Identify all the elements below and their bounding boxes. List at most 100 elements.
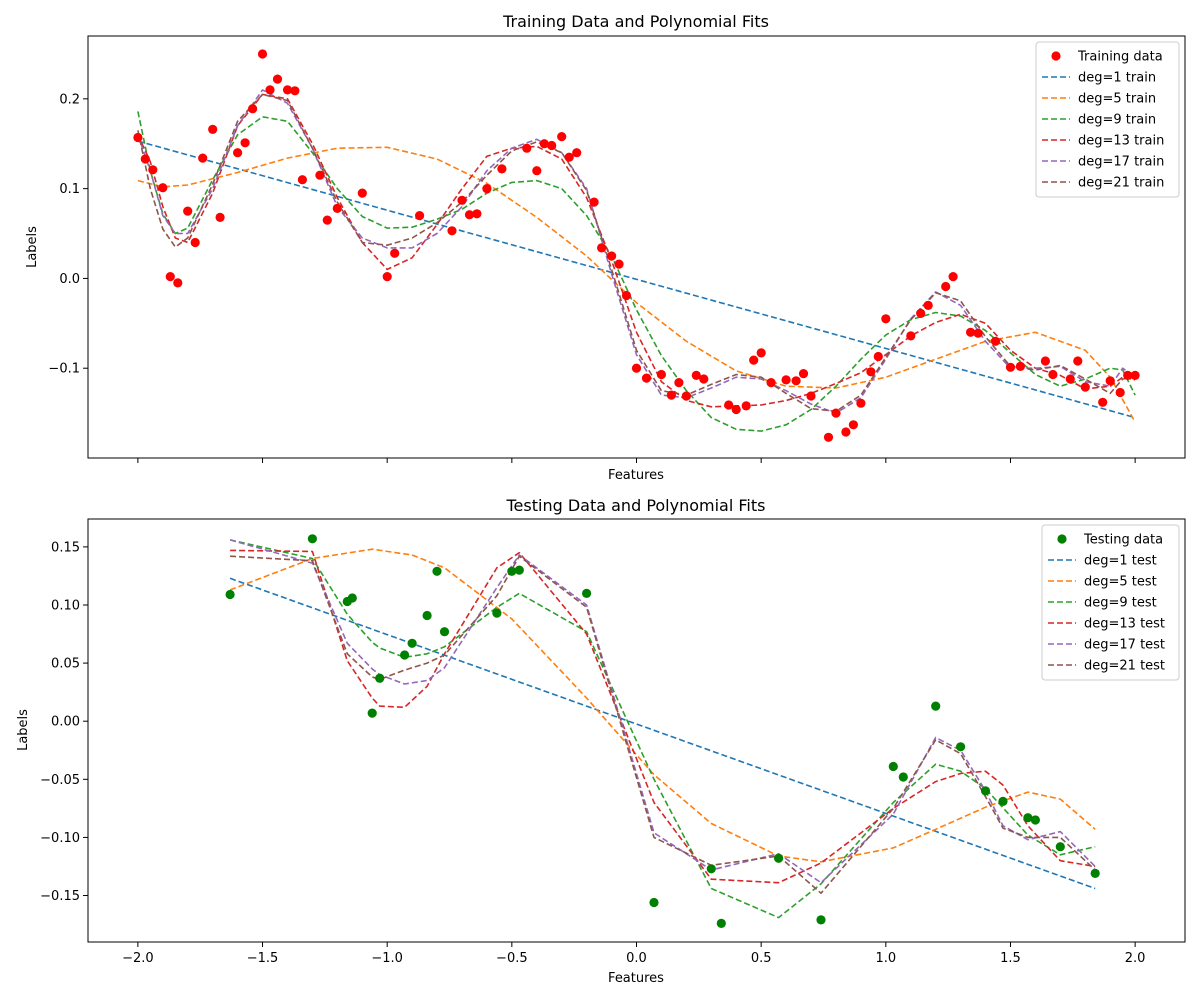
training-data-point [240,138,250,148]
training-data-point [923,300,933,310]
training-y-tick-label: 0.0 [59,272,80,287]
training-data-point [208,124,218,134]
training-data-point [1115,387,1125,398]
training-data-point [906,331,916,341]
training-data-point [382,272,392,282]
training-legend-label: deg=5 train [1078,92,1156,107]
training-data-point [990,336,1001,346]
training-data-point [1073,356,1083,366]
training-data-point [973,328,983,338]
training-x-axis-label: Features [608,468,664,483]
testing-x-tick-label: −1.0 [371,951,403,966]
training-data-point [941,281,951,292]
training-legend-label: Training data [1077,50,1163,65]
training-data-point [631,363,642,373]
training-data-point [1098,397,1108,407]
testing-legend-label: Testing data [1083,533,1163,548]
training-data-point [357,188,367,198]
training-data-point [272,74,283,84]
training-data-point [415,211,425,221]
training-data-point [749,355,759,365]
training-data-point [539,139,549,149]
training-data-point [691,370,701,380]
testing-x-ticks: −2.0 −1.5 −1.0 −0.5 0.0 0.5 1.0 1.5 2.0 [122,942,1145,966]
testing-x-axis-label: Features [608,971,664,986]
training-data-point [133,132,143,143]
training-data-point [198,153,208,163]
training-y-tick-label: 0.1 [59,182,80,197]
testing-y-tick-label: −0.15 [40,889,80,904]
testing-data-point [1023,813,1033,823]
training-data-point [572,148,582,158]
testing-y-tick-label: 0.10 [51,598,80,613]
training-chart-title: Training Data and Polynomial Fits [502,12,769,31]
testing-data-point [367,708,377,718]
testing-data-point [1055,842,1065,852]
training-data-point [1123,370,1133,380]
testing-y-tick-label: 0.00 [51,715,80,730]
training-data-point [731,404,741,415]
training-legend-label: deg=1 train [1078,71,1156,86]
testing-data-point [307,534,317,544]
testing-x-tick-label: −2.0 [122,951,154,966]
testing-legend-box [1041,524,1180,681]
training-data-point [183,206,193,216]
testing-x-tick-label: −1.5 [247,951,279,966]
training-fit-line-deg-1-train [137,140,1136,419]
training-x-ticks [137,458,1136,463]
training-data-point [532,166,542,176]
training-chart-panel: Training Data and Polynomial Fits −0.1 0.… [25,12,1186,483]
training-data-point [948,272,958,282]
testing-chart-panel: Testing Data and Polynomial Fits −2.0 −1.… [16,496,1186,986]
testing-data-point [400,650,410,660]
training-data-point [641,373,652,383]
testing-x-tick-label: 0.5 [751,951,772,966]
testing-data-point [439,627,450,637]
testing-data-point [998,796,1008,807]
training-data-point [282,85,293,95]
training-data-point [447,226,457,236]
testing-legend-label: deg=5 test [1084,575,1157,590]
training-data-point [464,210,475,220]
testing-data-point [225,589,235,600]
training-data-point [856,398,866,408]
training-data-point [656,369,667,380]
training-data-point [597,243,607,253]
training-data-point [1065,374,1075,384]
training-legend-label: deg=21 train [1078,176,1164,191]
training-data-point [390,248,400,258]
training-data-point [614,259,624,269]
training-data-point [831,408,841,418]
testing-data-point [956,742,966,752]
testing-x-tick-label: −0.5 [496,951,528,966]
training-data-point [916,308,926,318]
training-fit-line-deg-21-train [137,93,1136,413]
training-data-point [848,420,859,430]
testing-data-point [422,610,432,621]
training-fit-line-deg-5-train [137,146,1136,423]
training-data-point [724,400,734,410]
training-data-point [881,314,891,324]
testing-data-point [492,608,502,618]
training-data-point [290,86,300,96]
testing-fit-line-deg-13-test [230,549,1096,884]
training-data-point [522,143,532,153]
training-data-point [1040,356,1050,366]
testing-y-ticks: −0.15 −0.10 −0.05 0.00 0.05 0.10 0.15 [40,540,88,904]
training-data-point [315,170,325,180]
training-data-point [607,251,617,261]
training-legend-label: deg=17 train [1078,155,1164,170]
testing-y-tick-label: 0.05 [51,657,80,672]
testing-data-point [816,915,826,925]
training-data-point [547,140,557,151]
testing-data-points [225,534,1100,929]
training-y-tick-label: 0.2 [59,92,80,107]
training-legend-box [1035,41,1180,198]
training-data-point [173,278,183,288]
training-data-point [666,390,677,400]
training-data-point [457,195,467,205]
training-data-point [699,374,709,384]
training-fit-line-deg-13-train [137,93,1136,408]
training-data-point [841,427,851,437]
